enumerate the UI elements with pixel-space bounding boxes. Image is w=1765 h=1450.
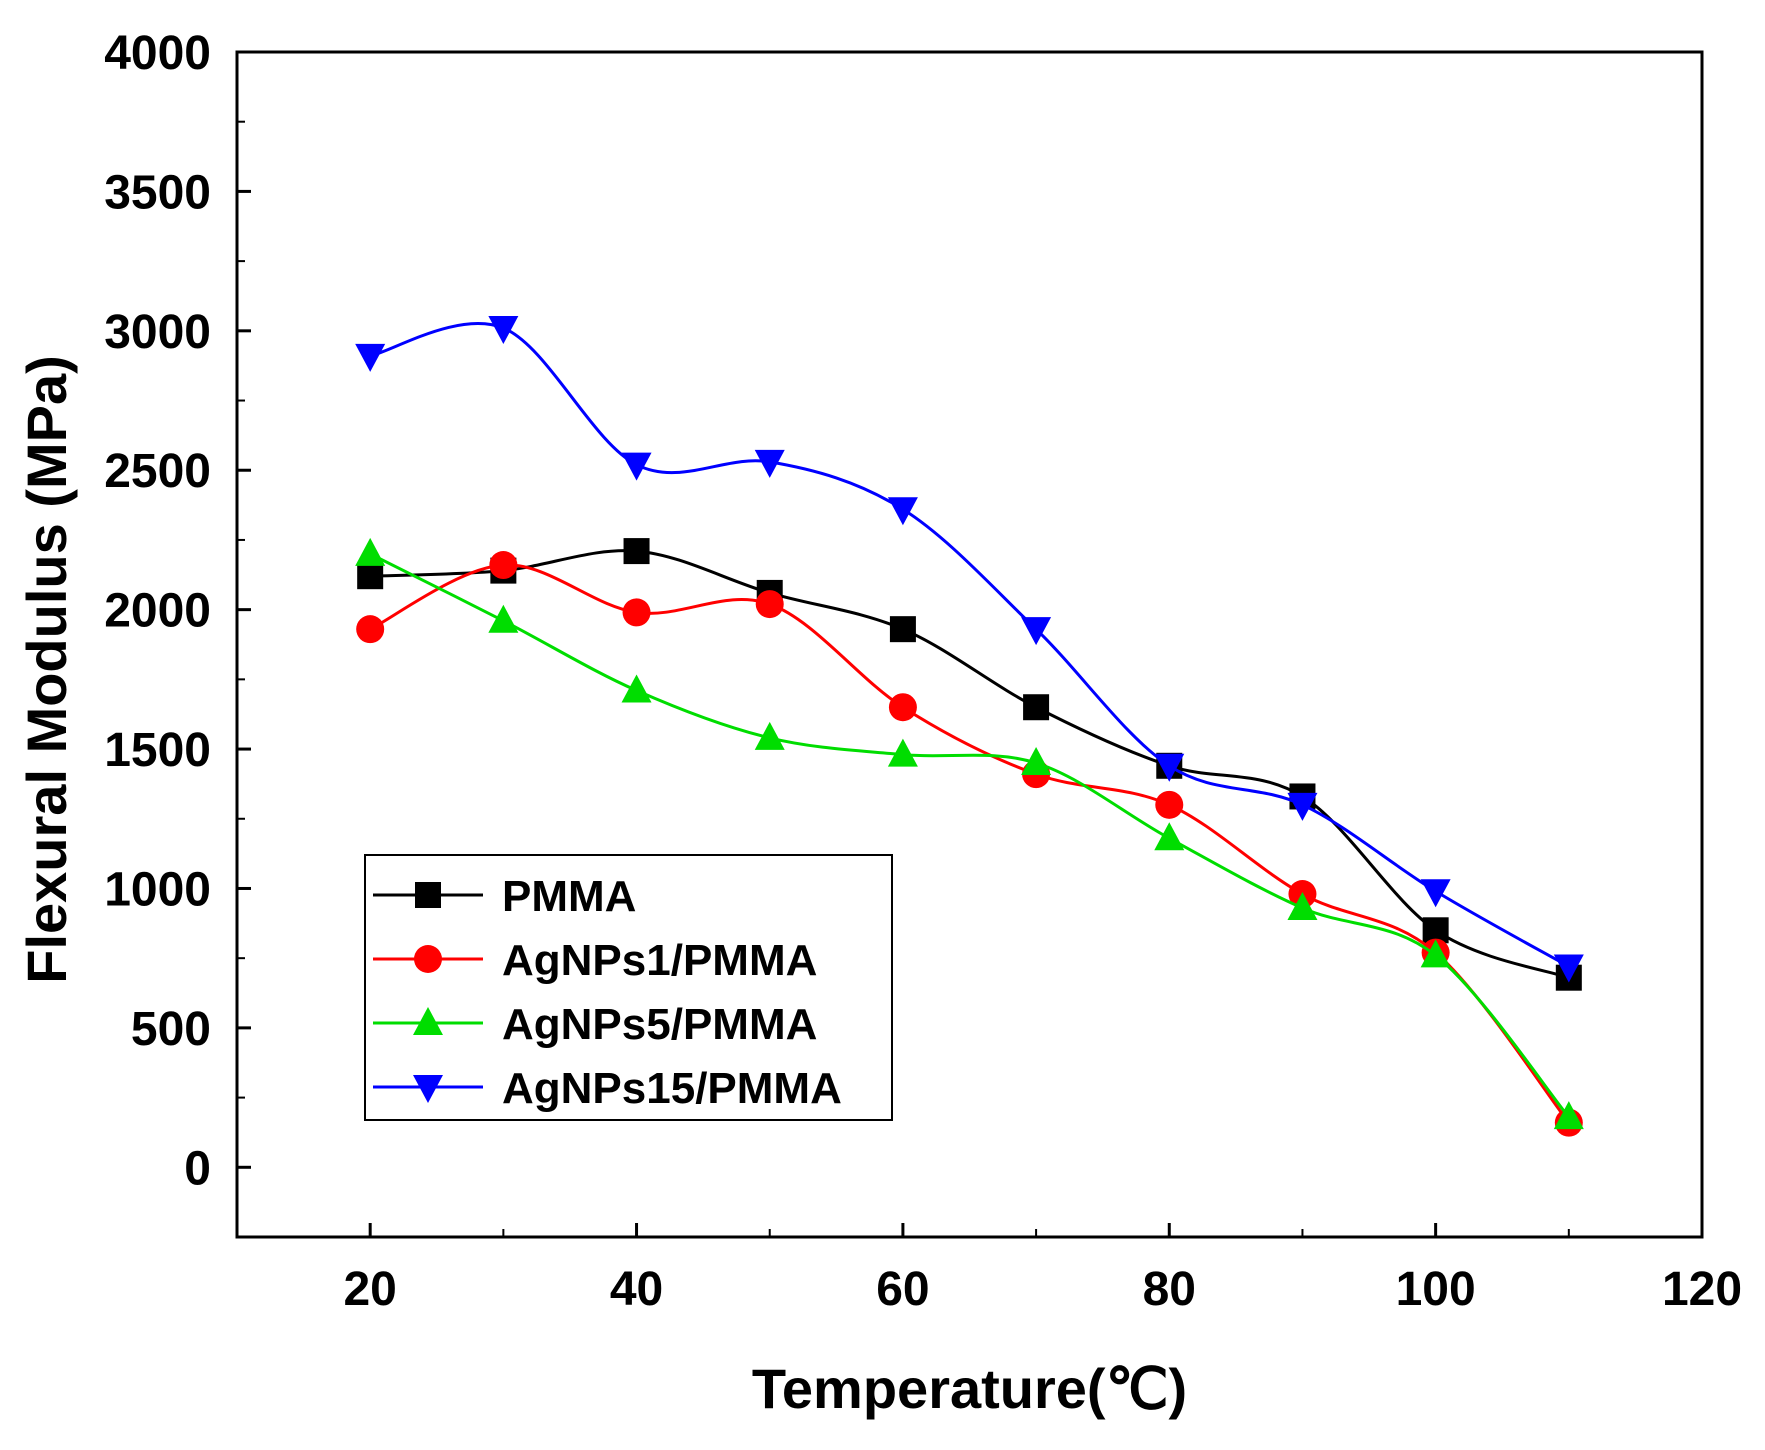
data-point xyxy=(754,449,785,478)
plot-frame xyxy=(235,50,1704,1239)
plot-area xyxy=(355,316,1584,1137)
data-point xyxy=(755,590,784,619)
series-AgNPs15/PMMA xyxy=(355,316,1584,983)
legend-label: AgNPs5/PMMA xyxy=(502,1000,817,1049)
y-tick-label: 0 xyxy=(184,1142,211,1195)
data-point xyxy=(623,538,650,565)
y-tick-label: 2000 xyxy=(104,585,211,638)
y-tick-label: 4000 xyxy=(104,27,211,80)
data-point xyxy=(1021,747,1052,775)
data-point xyxy=(887,738,918,767)
data-point xyxy=(1155,790,1184,819)
legend-label: AgNPs15/PMMA xyxy=(502,1064,842,1113)
y-tick-label: 2500 xyxy=(104,445,211,498)
data-point xyxy=(1021,617,1052,646)
series-line xyxy=(369,552,1570,1119)
data-point xyxy=(622,598,651,627)
legend-marker xyxy=(413,1007,443,1035)
x-tick-label: 20 xyxy=(343,1263,396,1316)
legend-item: AgNPs1/PMMA xyxy=(373,936,817,985)
data-point xyxy=(355,537,386,566)
data-point xyxy=(1287,891,1318,920)
x-tick-label: 60 xyxy=(876,1263,929,1316)
data-point xyxy=(1154,753,1185,782)
data-point xyxy=(1287,792,1318,821)
legend-marker xyxy=(415,882,441,908)
data-point xyxy=(1154,822,1185,851)
data-point xyxy=(1553,954,1584,983)
y-tick-label: 1500 xyxy=(104,724,211,777)
data-point xyxy=(356,615,385,644)
series-line xyxy=(369,322,1570,968)
data-point xyxy=(754,721,785,750)
y-tick-label: 500 xyxy=(131,1003,211,1056)
data-point xyxy=(1420,939,1451,968)
series-line xyxy=(369,563,1571,1124)
x-tick-label: 120 xyxy=(1662,1263,1742,1316)
y-tick-label: 1000 xyxy=(104,863,211,916)
y-axis: 0 500 1000 1500 2000 2500 3000 3500 4000 xyxy=(104,27,251,1195)
series-AgNPs5/PMMA xyxy=(355,537,1584,1130)
legend-marker xyxy=(413,1075,443,1103)
data-point xyxy=(621,674,652,703)
data-point xyxy=(1553,1101,1584,1130)
y-tick-label: 3500 xyxy=(104,166,211,219)
legend: PMMA AgNPs1/PMMA AgNPs5/PMMA AgNPs15/PMMA xyxy=(364,854,893,1121)
legend-item: AgNPs5/PMMA xyxy=(373,1000,817,1049)
y-axis-title: Flexural Modulus (MPa) xyxy=(15,355,78,984)
data-point xyxy=(1420,879,1451,908)
data-point xyxy=(489,551,518,580)
legend-item: PMMA xyxy=(373,872,636,921)
series-line xyxy=(370,549,1570,980)
x-tick-label: 100 xyxy=(1396,1263,1476,1316)
legend-marker xyxy=(414,945,442,973)
data-point xyxy=(488,604,519,633)
data-point xyxy=(889,616,916,643)
y-tick-label: 3000 xyxy=(104,306,211,359)
legend-label: PMMA xyxy=(502,872,636,921)
x-tick-label: 80 xyxy=(1143,1263,1196,1316)
data-point xyxy=(887,497,918,526)
legend-label: AgNPs1/PMMA xyxy=(502,936,817,985)
data-point xyxy=(1023,694,1050,721)
data-point xyxy=(888,693,917,722)
data-point xyxy=(355,343,386,372)
x-axis: 20 40 60 80 100 120 xyxy=(343,1223,1742,1316)
legend-box xyxy=(364,854,893,1121)
legend-item: AgNPs15/PMMA xyxy=(373,1064,842,1113)
x-tick-label: 40 xyxy=(610,1263,663,1316)
x-axis-title: Temperature(℃) xyxy=(752,1357,1187,1420)
data-point xyxy=(357,563,384,590)
data-point xyxy=(488,316,519,345)
data-point xyxy=(621,452,652,481)
